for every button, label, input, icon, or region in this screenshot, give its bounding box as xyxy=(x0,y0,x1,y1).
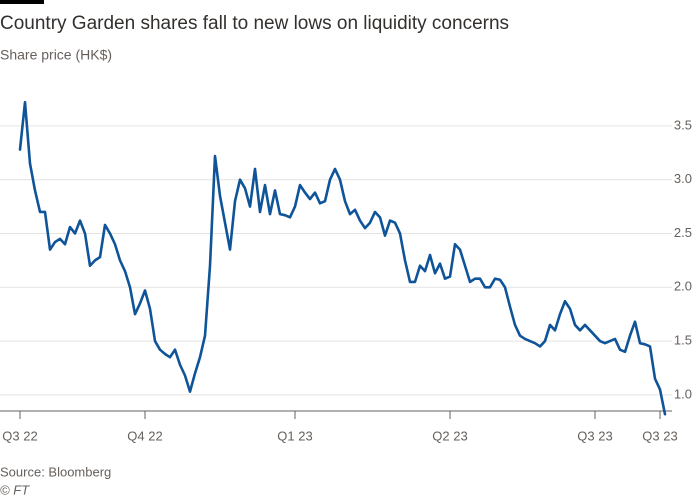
brand-bar xyxy=(0,0,44,4)
y-tick-label: 3.0 xyxy=(674,171,692,186)
source: Source: Bloomberg xyxy=(0,464,111,479)
y-tick-label: 2.5 xyxy=(674,225,692,240)
x-tick-label: Q3 23 xyxy=(577,428,612,443)
x-tick-label: Q2 23 xyxy=(432,428,467,443)
chart-subtitle: Share price (HK$) xyxy=(0,47,112,63)
price-line xyxy=(18,100,667,416)
y-tick-label: 3.5 xyxy=(674,117,692,132)
y-tick-label: 1.0 xyxy=(674,386,692,401)
credit: © FT xyxy=(0,482,30,497)
x-tick-label: Q4 22 xyxy=(127,428,162,443)
x-tick-label: Q1 23 xyxy=(277,428,312,443)
x-tick-label: Q3 23 xyxy=(642,428,677,443)
y-tick-label: 1.5 xyxy=(674,333,692,348)
x-tick-label: Q3 22 xyxy=(2,428,37,443)
y-tick-label: 2.0 xyxy=(674,279,692,294)
chart-title: Country Garden shares fall to new lows o… xyxy=(0,13,509,34)
